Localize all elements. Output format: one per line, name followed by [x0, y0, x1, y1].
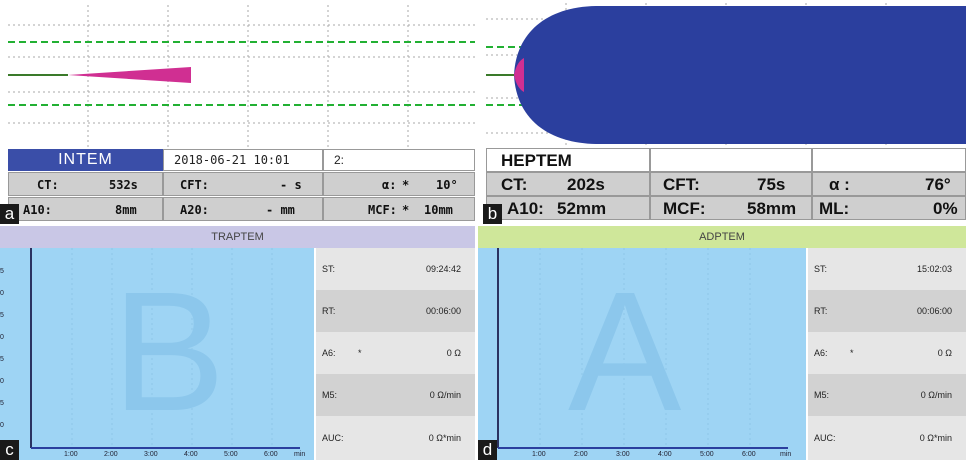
adptem-rt-row: RT: 00:06:00	[808, 290, 966, 332]
traptem-a6-row: A6: * 0 Ω	[316, 332, 475, 374]
panel-d-adptem: ADPTEM A 1:00 2:00 3:00 4:00 5:00 6:00 m…	[478, 226, 966, 460]
adptem-x-unit: min	[780, 451, 792, 458]
traptem-st-row: ST: 09:24:42	[316, 248, 475, 290]
traptem-y-tick: 5	[0, 268, 4, 275]
traptem-y-tick: 5	[0, 400, 4, 407]
adptem-impedance-plot: A 1:00 2:00 3:00 4:00 5:00 6:00 min	[478, 248, 806, 460]
traptem-x-tick: 6:00	[264, 451, 278, 458]
heptem-blank-cell-1	[650, 148, 812, 172]
adptem-m5-row: M5: 0 Ω/min	[808, 374, 966, 416]
panel-letter-c: c	[0, 440, 19, 460]
adptem-x-tick: 4:00	[658, 451, 672, 458]
intem-datetime: 2018-06-21 10:01	[163, 149, 323, 171]
heptem-blank-cell-2	[812, 148, 966, 172]
traptem-watermark: B	[112, 257, 226, 447]
heptem-trace-plot	[486, 3, 966, 145]
intem-alpha-cell: α: * 10°	[323, 172, 475, 196]
intem-a20-cell: A20: - mm	[163, 197, 323, 221]
traptem-y-tick: 0	[0, 378, 4, 385]
intem-ct-cell: CT: 532s	[8, 172, 163, 196]
traptem-impedance-plot: B 5 0 5 0 5 0 5 0 1:00 2:00 3:00 4:00 5:…	[0, 248, 314, 460]
intem-channel: 2:	[323, 149, 475, 171]
adptem-x-tick: 2:00	[574, 451, 588, 458]
traptem-y-tick: 0	[0, 422, 4, 429]
traptem-y-tick: 0	[0, 334, 4, 341]
intem-a10-cell: A10: 8mm	[8, 197, 163, 221]
traptem-x-tick: 4:00	[184, 451, 198, 458]
traptem-x-unit: min	[294, 451, 306, 458]
intem-cft-cell: CFT: - s	[163, 172, 323, 196]
panel-b-heptem: HEPTEM CT: 202s CFT: 75s α : 76° A10: 52…	[483, 0, 966, 224]
adptem-plot-grid	[497, 248, 788, 449]
panel-a-intem: INTEM 2018-06-21 10:01 2: CT: 532s CFT: …	[0, 0, 483, 224]
heptem-mcf-cell: MCF: 58mm	[650, 196, 812, 220]
heptem-a10-cell: A10: 52mm	[486, 196, 650, 220]
heptem-ml-cell: ML: 0%	[812, 196, 966, 220]
traptem-x-tick: 2:00	[104, 451, 118, 458]
adptem-header: ADPTEM	[478, 226, 966, 248]
traptem-x-tick: 1:00	[64, 451, 78, 458]
intem-mcf-cell: MCF: * 10mm	[323, 197, 475, 221]
adptem-x-tick: 3:00	[616, 451, 630, 458]
heptem-clot-initiation	[514, 58, 524, 92]
heptem-ct-cell: CT: 202s	[486, 172, 650, 196]
traptem-results: ST: 09:24:42 RT: 00:06:00 A6: * 0 Ω M5: …	[316, 248, 475, 460]
heptem-clot-trace	[514, 6, 966, 144]
panel-letter-b: b	[483, 204, 502, 224]
adptem-watermark: A	[568, 257, 682, 447]
adptem-results: ST: 15:02:03 RT: 00:06:00 A6: * 0 Ω M5: …	[808, 248, 966, 460]
traptem-y-tick: 5	[0, 312, 4, 319]
traptem-auc-row: AUC: 0 Ω*min	[316, 416, 475, 460]
adptem-x-tick: 1:00	[532, 451, 546, 458]
panel-c-traptem: TRAPTEM B 5 0 5 0 5 0 5 0 1:00 2:00 3:00…	[0, 226, 475, 460]
heptem-test-label: HEPTEM	[486, 148, 650, 172]
panel-letter-d: d	[478, 440, 497, 460]
heptem-alpha-cell: α : 76°	[812, 172, 966, 196]
intem-test-label: INTEM	[8, 149, 163, 171]
traptem-y-tick: 0	[0, 290, 4, 297]
traptem-y-tick: 5	[0, 356, 4, 363]
adptem-st-row: ST: 15:02:03	[808, 248, 966, 290]
panel-letter-a: a	[0, 204, 19, 224]
adptem-a6-row: A6: * 0 Ω	[808, 332, 966, 374]
adptem-x-tick: 5:00	[700, 451, 714, 458]
clot-trace	[68, 67, 191, 83]
traptem-x-tick: 3:00	[144, 451, 158, 458]
heptem-cft-cell: CFT: 75s	[650, 172, 812, 196]
intem-trace-plot	[8, 5, 475, 147]
traptem-header: TRAPTEM	[0, 226, 475, 248]
traptem-m5-row: M5: 0 Ω/min	[316, 374, 475, 416]
traptem-plot-grid	[30, 248, 300, 449]
adptem-auc-row: AUC: 0 Ω*min	[808, 416, 966, 460]
adptem-x-tick: 6:00	[742, 451, 756, 458]
traptem-rt-row: RT: 00:06:00	[316, 290, 475, 332]
traptem-x-tick: 5:00	[224, 451, 238, 458]
